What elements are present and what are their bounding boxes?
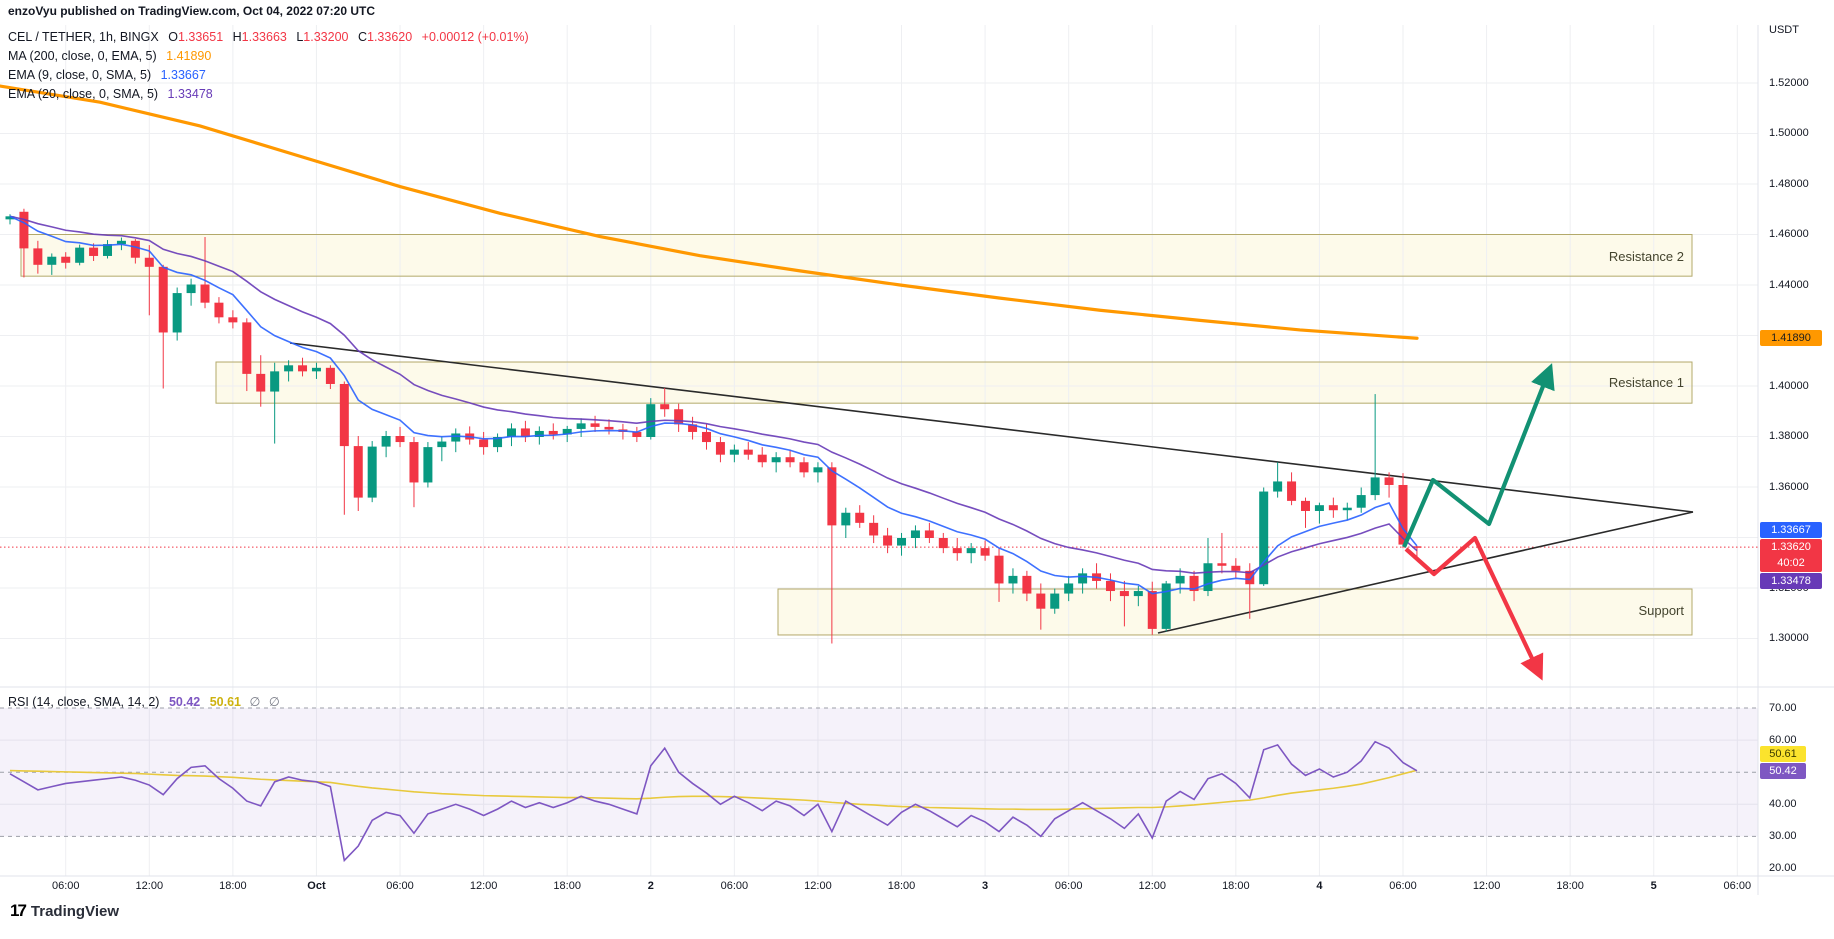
axis-tick-label: 1.36000	[1769, 481, 1809, 493]
open-value: 1.33651	[177, 30, 224, 44]
rsi-ma-value: 50.61	[209, 695, 241, 709]
high-label: H	[232, 30, 242, 44]
resistance-1-label: Resistance 1	[1608, 375, 1684, 390]
last-price-value: 1.33620	[1771, 541, 1811, 553]
axis-currency-label: USDT	[1769, 24, 1799, 36]
axis-tick-label: 1.52000	[1769, 77, 1809, 89]
ema9-value: 1.33667	[160, 68, 206, 82]
legend-ema20-row: EMA (20, close, 0, SMA, 5) 1.33478	[8, 85, 529, 104]
time-tick-label: 06:00	[1054, 880, 1083, 892]
close-label: C	[357, 30, 367, 44]
time-tick-label: 18:00	[553, 880, 581, 892]
time-axis[interactable]: 06:00 12:00 18:00 Oct 06:00 12:00 18:00 2 06:00 1…	[0, 876, 1758, 898]
time-tick-label: 12:00	[469, 880, 498, 892]
time-tick-label: 06:00	[720, 880, 749, 892]
time-tick-label: 18:00	[1222, 880, 1250, 892]
high-value: 1.33663	[241, 30, 287, 44]
rsi-ma-badge: 50.61	[1760, 746, 1806, 762]
time-tick-label: 06:00	[386, 880, 414, 892]
ema20-value: 1.33478	[167, 87, 213, 101]
time-tick-label: 18:00	[887, 880, 916, 892]
rsi-legend-row: RSI (14, close, SMA, 14, 2) 50.42 50.61 …	[8, 694, 280, 709]
axis-tick-label: 70.00	[1769, 702, 1797, 714]
time-tick-label: 18:00	[1556, 880, 1584, 892]
legend-ema9-row: EMA (9, close, 0, SMA, 5) 1.33667	[8, 66, 529, 85]
axis-tick-label: 60.00	[1769, 734, 1797, 746]
low-value: 1.33200	[303, 30, 349, 44]
candle-countdown: 40:02	[1777, 557, 1805, 569]
axis-tick-label: 30.00	[1769, 830, 1797, 842]
time-tick-label: 06:00	[1723, 880, 1752, 892]
axis-tick-label: 1.30000	[1769, 632, 1809, 644]
legend-ma200-row: MA (200, close, 0, EMA, 5) 1.41890	[8, 47, 529, 66]
tradingview-logo[interactable]: 17 TradingView	[10, 901, 119, 921]
ema9-price-badge: 1.33667	[1760, 522, 1822, 538]
axis-tick-label: 20.00	[1769, 862, 1797, 874]
attribution[interactable]: enzoVyu published on TradingView.com, Oc…	[8, 4, 375, 18]
ma200-price-badge: 1.41890	[1760, 330, 1822, 346]
close-value: 1.33620	[367, 30, 413, 44]
time-tick-label: 4	[1316, 880, 1323, 892]
axis-tick-label: 1.40000	[1769, 380, 1809, 392]
legend-symbol-row: CEL / TETHER, 1h, BINGX O1.33651 H1.3366…	[8, 28, 529, 47]
time-tick-label: 12:00	[135, 880, 164, 892]
ma200-value: 1.41890	[166, 49, 212, 63]
rsi-value: 50.42	[168, 695, 201, 709]
time-tick-label: 12:00	[804, 880, 832, 892]
axis-tick-label: 1.44000	[1769, 279, 1809, 291]
time-tick-label: 2	[647, 880, 654, 892]
rsi-settings-icon[interactable]: ∅	[268, 695, 280, 709]
time-tick-label: 06:00	[1389, 880, 1417, 892]
time-tick-label: 06:00	[51, 880, 80, 892]
axis-tick-label: 1.38000	[1769, 430, 1809, 442]
axis-tick-label: 1.46000	[1769, 228, 1809, 240]
rsi-hide-icon[interactable]: ∅	[249, 695, 261, 709]
ma200-label: MA (200, close, 0, EMA, 5)	[8, 49, 157, 63]
low-label: L	[296, 30, 304, 44]
time-tick-label: 18:00	[219, 880, 247, 892]
tradingview-logo-text: TradingView	[30, 902, 120, 920]
resistance-2-label: Resistance 2	[1608, 249, 1684, 264]
open-label: O	[168, 30, 178, 44]
time-tick-label: 3	[982, 880, 989, 892]
ema20-label: EMA (20, close, 0, SMA, 5)	[8, 87, 159, 101]
rsi-badge: 50.42	[1760, 763, 1806, 779]
last-price-badge: 1.33620 40:02	[1760, 539, 1822, 572]
ema20-price-badge: 1.33478	[1760, 573, 1822, 589]
time-tick-label: 12:00	[1472, 880, 1501, 892]
time-tick-label: Oct	[307, 880, 326, 892]
axis-tick-label: 1.48000	[1769, 178, 1809, 190]
symbol-title: CEL / TETHER, 1h, BINGX	[8, 30, 159, 44]
chart-legend: CEL / TETHER, 1h, BINGX O1.33651 H1.3366…	[8, 28, 529, 104]
price-axis[interactable]: USDT 1.41890 1.33667 1.33620 40:02 1.334…	[1758, 0, 1834, 895]
axis-tick-label: 40.00	[1769, 798, 1797, 810]
ema9-label: EMA (9, close, 0, SMA, 5)	[8, 68, 152, 82]
axis-tick-label: 1.50000	[1769, 127, 1809, 139]
time-tick-label: 12:00	[1138, 880, 1167, 892]
change-value: +0.00012 (+0.01%)	[421, 30, 529, 44]
time-tick-label: 5	[1650, 880, 1657, 892]
rsi-label: RSI (14, close, SMA, 14, 2)	[8, 695, 160, 709]
support-label: Support	[1638, 603, 1684, 618]
tradingview-logo-icon: 17	[10, 901, 27, 920]
